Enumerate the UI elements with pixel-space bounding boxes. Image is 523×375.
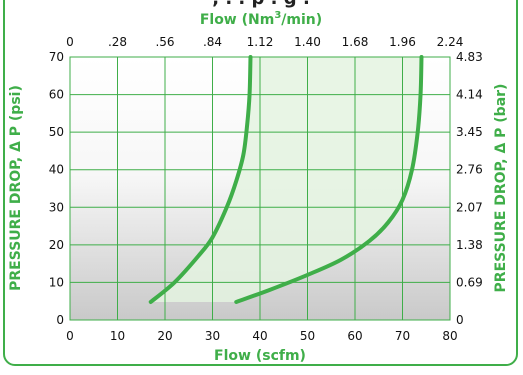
y-left-tick-label: 30 (49, 200, 64, 214)
y-left-tick-label: 60 (49, 88, 64, 102)
y-left-tick-label: 10 (49, 275, 64, 289)
x-top-tick-label: 1.40 (294, 35, 321, 49)
x-bottom-tick-label: 0 (66, 329, 74, 343)
y-left-tick-label: 20 (49, 238, 64, 252)
x-top-tick-label: .56 (155, 35, 174, 49)
x-bottom-tick-label: 10 (110, 329, 125, 343)
curve-2 (234, 55, 424, 304)
y-right-tick-label: 2.76 (456, 163, 483, 177)
x-bottom-tick-label: 70 (395, 329, 410, 343)
y-right-tick-label: 4.14 (456, 88, 483, 102)
x-top-tick-label: .84 (203, 35, 222, 49)
x-bottom-tick-label: 20 (157, 329, 172, 343)
y-left-tick-label: 40 (49, 163, 64, 177)
y-axis-right-title: PRESSURE DROP, Δ P (bar) (493, 84, 509, 293)
clipped-title-fragment: , . . p . g . (212, 0, 310, 9)
curve-layer (148, 55, 424, 304)
y-left-tick-label: 50 (49, 125, 64, 139)
y-left-tick-label: 0 (56, 313, 64, 327)
y-right-tick-label: 0.69 (456, 275, 483, 289)
chart-border (3, 0, 518, 366)
x-axis-top-title: Flow (Nm3/min) (200, 10, 322, 28)
y-right-tick-label: 2.07 (456, 200, 483, 214)
shaded-band-layer (150, 57, 422, 302)
x-top-tick-label: 1.96 (389, 35, 416, 49)
y-left-tick-label: 70 (49, 50, 64, 64)
y-axis-left-title: PRESSURE DROP, Δ P (psi) (8, 85, 24, 291)
x-top-tick-label: 1.68 (342, 35, 369, 49)
x-top-tick-label: 0 (66, 35, 74, 49)
y-right-tick-label: 3.45 (456, 125, 483, 139)
x-top-tick-label: 1.12 (247, 35, 274, 49)
plot-border (69, 56, 451, 321)
x-bottom-tick-label: 80 (442, 329, 457, 343)
tick-layer: 0 10 20 30 40 50 60 70 80 0 .28 .56 .84 1.12 1.40 1.68 1… (49, 35, 483, 343)
x-bottom-tick-label: 30 (205, 329, 220, 343)
y-right-tick-label: 4.83 (456, 50, 483, 64)
x-bottom-tick-label: 50 (300, 329, 315, 343)
curve-1 (148, 55, 253, 304)
y-right-tick-label: 1.38 (456, 238, 483, 252)
x-axis-bottom-title: Flow (scfm) (214, 348, 306, 364)
x-bottom-tick-label: 40 (252, 329, 267, 343)
y-right-tick-label: 0 (456, 313, 464, 327)
x-top-tick-label: 2.24 (437, 35, 464, 49)
x-top-tick-label: .28 (108, 35, 127, 49)
x-bottom-tick-label: 60 (347, 329, 362, 343)
shaded-band (150, 57, 422, 302)
